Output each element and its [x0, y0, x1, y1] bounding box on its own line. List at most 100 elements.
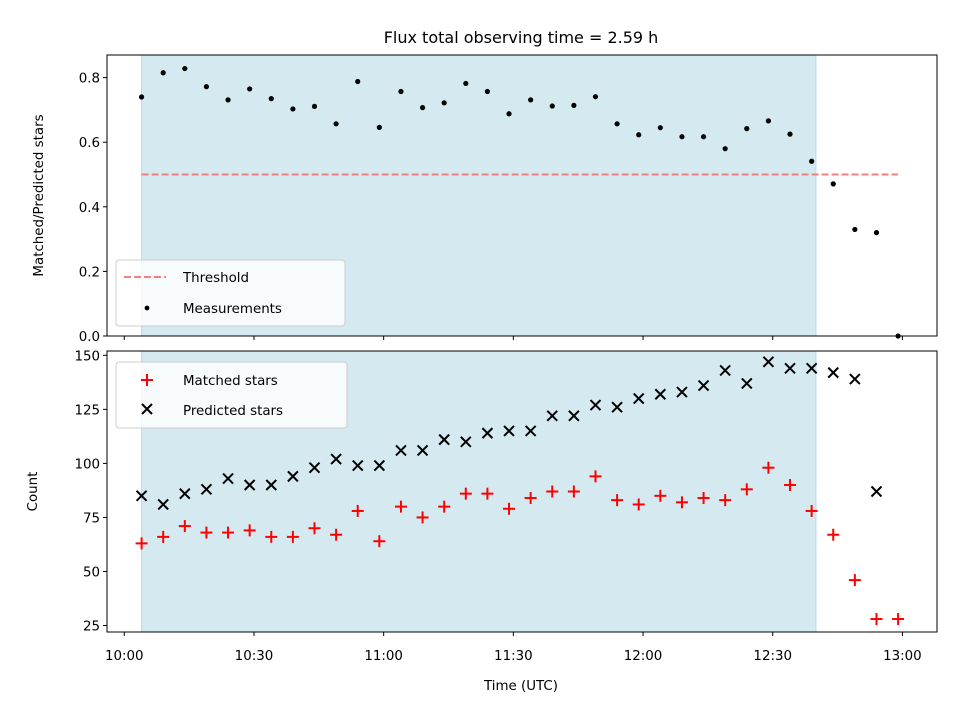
matched-star-point [200, 526, 213, 539]
predicted-star-point-b [524, 425, 537, 437]
predicted-star-point-b [416, 444, 429, 457]
predicted-star-point-b [697, 379, 710, 392]
x-tick-label: 13:00 [883, 649, 922, 664]
predicted-star-point-b [805, 362, 818, 374]
measurement-point [484, 88, 491, 95]
predicted-star-point [438, 433, 450, 446]
predicted-star-point-b [654, 388, 667, 400]
top-y-tick-label: 0.2 [79, 265, 100, 280]
predicted-star-point [503, 425, 515, 437]
predicted-star-point-b [568, 410, 580, 422]
predicted-star-point [157, 498, 169, 511]
measurement-point [463, 80, 469, 87]
predicted-star-point [222, 472, 234, 485]
predicted-star-point [633, 392, 645, 405]
predicted-star-point-b [135, 490, 148, 502]
matched-star-point [740, 483, 753, 496]
predicted-star-point [589, 399, 602, 411]
predicted-star-point [352, 459, 364, 472]
measurement-point [376, 124, 382, 130]
predicted-star-point [243, 479, 256, 491]
predicted-star-point [330, 453, 342, 465]
measurement-point [203, 84, 210, 90]
predicted-star-point-b [243, 479, 256, 491]
matched-star-point [438, 500, 451, 513]
bottom-y-tick-label: 125 [74, 403, 100, 418]
predicted-star-point [870, 485, 883, 498]
predicted-star-point [784, 362, 796, 374]
x-tick-label: 12:30 [753, 649, 792, 664]
matched-star-point [784, 479, 797, 492]
measurement-point [160, 70, 166, 76]
measurement-point [419, 105, 426, 111]
predicted-star-point-b [308, 462, 321, 474]
predicted-star-point [697, 379, 710, 392]
predicted-star-point [416, 444, 429, 457]
x-tick-label: 10:30 [235, 649, 274, 664]
measurement-point [225, 97, 231, 103]
matched-star-point [178, 520, 191, 533]
measurement-point [657, 125, 663, 131]
top-axes-frame [106, 54, 938, 337]
legend-matched-label: Matched stars [183, 374, 278, 389]
measurement-point [614, 121, 620, 127]
legend-threshold-label: Threshold [182, 271, 249, 286]
predicted-star-point [481, 427, 494, 439]
predicted-star-point [395, 444, 407, 457]
predicted-star-point [719, 364, 731, 377]
x-tick-label: 11:30 [494, 649, 533, 664]
matched-star-point [524, 491, 537, 504]
predicted-star-point-b [265, 479, 277, 491]
predicted-star-point-b [676, 386, 688, 398]
matched-star-point [481, 487, 494, 500]
predicted-star-point [287, 470, 299, 483]
legend-measurements-swatch [144, 305, 150, 311]
matched-star-point [827, 528, 840, 541]
measurement-point [290, 106, 296, 112]
matched-star-point [589, 470, 602, 483]
predicted-star-point [741, 377, 753, 390]
x-axis-label: Time (UTC) [483, 679, 558, 694]
predicted-star-point [308, 462, 321, 474]
predicted-star-point [654, 388, 667, 400]
bottom-y-tick-label: 75 [83, 511, 100, 526]
bottom-y-axis-label: Count [26, 472, 41, 512]
matched-star-point [459, 487, 472, 500]
measurement-point [311, 103, 318, 109]
predicted-star-point-b [503, 425, 515, 437]
legend-measurements-label: Measurements [183, 302, 282, 317]
predicted-star-point-b [849, 373, 861, 385]
bottom-legend-box [115, 361, 348, 429]
matched-star-point [243, 524, 256, 537]
measurement-point [765, 118, 772, 124]
measurement-point [700, 134, 707, 140]
matched-star-point [546, 485, 559, 498]
measurement-point [247, 86, 253, 92]
predicted-star-point-b [784, 362, 796, 374]
matched-star-point [373, 535, 386, 548]
matched-star-point [892, 613, 905, 626]
predicted-star-point [827, 366, 839, 379]
top-y-tick-label: 0.8 [79, 72, 100, 87]
predicted-star-point [762, 356, 775, 368]
predicted-star-point [805, 362, 818, 374]
matched-star-point [654, 489, 667, 502]
measurement-point [592, 94, 599, 100]
measurement-point [787, 131, 793, 137]
matched-star-point [848, 574, 861, 587]
predicted-star-point [135, 490, 148, 502]
matched-star-point [394, 500, 407, 513]
predicted-star-point [200, 483, 213, 496]
measurement-point [809, 158, 815, 164]
x-tick-label: 10:00 [105, 649, 144, 664]
matched-star-point [222, 526, 235, 539]
matched-star-point [805, 504, 818, 517]
predicted-star-point-b [438, 433, 450, 446]
matched-star-point [265, 530, 278, 543]
matched-star-point [675, 496, 688, 509]
predicted-star-point-b [287, 470, 299, 483]
matched-star-point [611, 494, 624, 507]
legend-predicted-label: Predicted stars [183, 404, 283, 419]
measurement-point [506, 111, 512, 117]
